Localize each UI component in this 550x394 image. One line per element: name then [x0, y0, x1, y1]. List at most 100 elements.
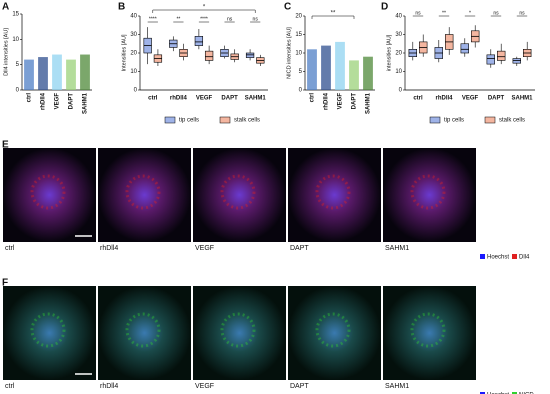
image-label: ctrl [5, 383, 15, 390]
x-tick-label: VEGF [338, 93, 344, 110]
legend-swatch [484, 116, 496, 124]
significance: ns [519, 10, 525, 16]
x-tick-label: SAHM1 [245, 96, 267, 102]
box [496, 50, 506, 61]
panel-letter: E [2, 140, 9, 151]
micrograph [98, 148, 191, 242]
box [194, 36, 204, 46]
x-tick-label: SAHM1 [83, 92, 89, 114]
legend-label: Hoechst [487, 393, 509, 394]
y-tick-label: 0 [134, 88, 138, 94]
legend-swatch [429, 116, 441, 124]
significance: ** [176, 16, 180, 22]
y-axis-label: Dll4 intensities [AU] [3, 28, 9, 76]
x-tick-label: rhDll4 [435, 96, 453, 102]
x-tick-label: ctrl [148, 96, 158, 102]
box [245, 52, 255, 58]
significance: ns [253, 16, 259, 22]
significance: **** [149, 16, 157, 22]
x-tick-label: DAPT [352, 93, 358, 110]
bar [349, 60, 359, 90]
y-tick-label: 5 [16, 62, 20, 68]
y-tick-label: 30 [130, 32, 137, 38]
y-tick-label: 5 [299, 69, 303, 75]
bar [80, 54, 90, 90]
legend-label: stalk cells [234, 118, 260, 124]
box [512, 58, 522, 64]
legend-swatch [164, 116, 176, 124]
x-tick-label: SAHM1 [511, 96, 533, 102]
panel-letter: F [2, 278, 8, 289]
y-tick-label: 10 [395, 69, 402, 75]
significance: * [469, 10, 471, 16]
y-tick-label: 40 [395, 14, 402, 20]
legend-swatch [512, 392, 517, 394]
x-tick-label: VEGF [196, 96, 213, 102]
spheroid [30, 312, 66, 348]
y-tick-label: 40 [130, 14, 137, 20]
y-tick-label: 30 [395, 32, 402, 38]
panel-letter: B [118, 2, 125, 13]
y-tick-label: 0 [399, 88, 403, 94]
micrograph [383, 286, 476, 380]
legend-swatch [480, 254, 485, 259]
image-label: rhDll4 [100, 383, 118, 390]
sig-bracket [152, 9, 256, 13]
x-tick-label: rhDll4 [324, 92, 330, 110]
x-tick-label: DAPT [69, 93, 75, 110]
significance: ns [227, 16, 233, 22]
micrograph [193, 148, 286, 242]
y-axis-label: Intensities [AU] [121, 34, 127, 71]
spheroid [220, 174, 256, 210]
spheroid [125, 174, 161, 210]
y-tick-label: 0 [299, 88, 303, 94]
box [486, 54, 495, 65]
image-label: SAHM1 [385, 383, 409, 390]
panel-letter: D [381, 2, 388, 13]
x-tick-label: rhDll4 [170, 96, 188, 102]
bar [52, 54, 62, 90]
sig-bracket [311, 15, 355, 19]
micrograph [3, 286, 96, 380]
micrograph [383, 148, 476, 242]
x-tick-label: VEGF [462, 96, 479, 102]
legend-swatch [219, 116, 231, 124]
x-tick-label: SAHM1 [366, 92, 372, 114]
x-tick-label: DAPT [221, 96, 238, 102]
image-label: ctrl [5, 245, 15, 252]
y-tick-label: 20 [130, 51, 137, 57]
y-tick-label: 10 [295, 51, 302, 57]
significance: ** [331, 11, 336, 17]
significance: * [203, 5, 206, 11]
bar [24, 59, 34, 90]
spheroid [410, 174, 446, 210]
image-label: DAPT [290, 383, 309, 390]
legend-swatch [480, 392, 485, 394]
legend-swatch [512, 254, 517, 259]
spheroid [125, 312, 161, 348]
spheroid [315, 174, 351, 210]
significance: ns [493, 10, 499, 16]
spheroid [30, 174, 66, 210]
y-tick-label: 20 [395, 51, 402, 57]
x-tick-label: VEGF [55, 93, 61, 110]
micrograph [288, 286, 381, 380]
bar [363, 56, 373, 90]
image-label: SAHM1 [385, 245, 409, 252]
image-label: rhDll4 [100, 245, 118, 252]
image-label: VEGF [195, 383, 214, 390]
panel-letter: A [2, 2, 9, 13]
x-tick-label: ctrl [310, 93, 316, 103]
image-label: DAPT [290, 245, 309, 252]
y-tick-label: 0 [16, 88, 20, 94]
legend-label: tip cells [444, 118, 464, 124]
bar [38, 57, 48, 90]
y-tick-label: 10 [12, 37, 19, 43]
box [460, 43, 469, 54]
significance: ns [415, 10, 421, 16]
micrograph [98, 286, 191, 380]
bar [321, 45, 331, 90]
x-tick-label: ctrl [27, 93, 33, 103]
